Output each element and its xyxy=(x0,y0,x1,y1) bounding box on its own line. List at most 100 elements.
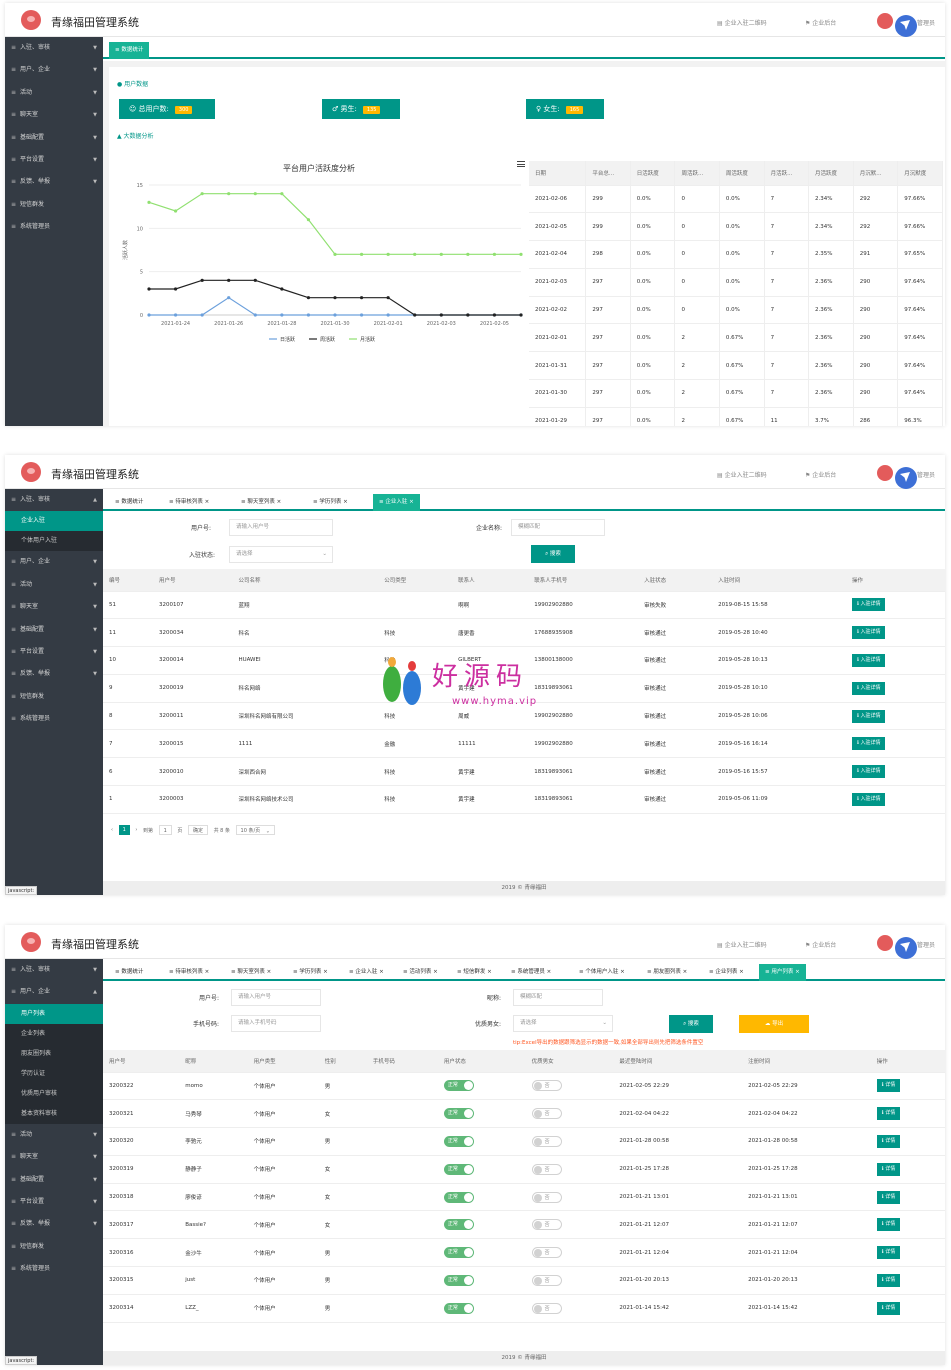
tab-item[interactable]: 个体用户入驻 × xyxy=(573,964,631,981)
sidebar-item[interactable]: 基础配置 ▼ xyxy=(5,127,103,149)
sidebar-item[interactable]: 短信群发 xyxy=(5,194,103,216)
page-input[interactable]: 1 xyxy=(158,825,172,835)
quality-toggle[interactable]: 否 xyxy=(531,1108,562,1120)
submenu-company-entry[interactable]: 企业入驻 xyxy=(5,511,103,532)
tab-item[interactable]: 数据统计 xyxy=(109,494,149,511)
tab-item[interactable]: 企业入驻 × xyxy=(343,964,390,981)
sidebar-item[interactable]: 平台设置 ▼ xyxy=(5,641,103,663)
company-input[interactable]: 模糊匹配 xyxy=(511,519,605,536)
detail-button[interactable]: ℹ 详情 xyxy=(876,1246,901,1260)
tab-item[interactable]: 待审核列表 × xyxy=(163,494,215,511)
detail-button[interactable]: ℹ 详情 xyxy=(876,1218,901,1232)
entry-detail-button[interactable]: ℹ 入驻详情 xyxy=(851,765,886,779)
submenu-item[interactable]: 学历认证 xyxy=(5,1063,103,1084)
tab-item[interactable]: 活动列表 × xyxy=(397,964,444,981)
detail-button[interactable]: ℹ 详情 xyxy=(876,1134,901,1148)
company-backend-link[interactable]: ⚑ 企业后台 xyxy=(805,20,837,27)
export-button[interactable]: ☁ 导出 xyxy=(739,1015,809,1033)
sidebar-item[interactable]: 活动 ▼ xyxy=(5,1124,103,1146)
sidebar-item-users[interactable]: 用户、企业▲ xyxy=(5,981,103,1003)
submenu-item[interactable]: 基本资料审核 xyxy=(5,1103,103,1124)
prev-icon[interactable]: ‹ xyxy=(111,827,113,833)
status-toggle[interactable]: 正常 xyxy=(443,1191,474,1203)
chart-menu-icon[interactable] xyxy=(517,161,525,167)
detail-button[interactable]: ℹ 详情 xyxy=(876,1301,901,1315)
quality-select[interactable]: 请选择 ⌄ xyxy=(513,1015,613,1032)
status-toggle[interactable]: 正常 xyxy=(443,1135,474,1147)
submenu-item[interactable]: 用户列表 xyxy=(5,1003,103,1024)
sidebar-item[interactable]: 系统管理员 xyxy=(5,216,103,238)
confirm-button[interactable]: 确定 xyxy=(187,825,208,835)
tab-item[interactable]: 系统管理员 × xyxy=(505,964,557,981)
sidebar-item[interactable]: 活动 ▼ xyxy=(5,574,103,596)
avatar[interactable] xyxy=(877,465,893,481)
tab-item[interactable]: 数据统计 xyxy=(109,964,149,981)
sidebar-item[interactable]: 反馈、举报 ▼ xyxy=(5,663,103,685)
submenu-item[interactable]: 优质用户审核 xyxy=(5,1083,103,1104)
qrcode-link[interactable]: ▤ 企业入驻二维码 xyxy=(717,20,767,27)
user-input[interactable]: 请输入用户号 xyxy=(231,989,321,1006)
detail-button[interactable]: ℹ 详情 xyxy=(876,1079,901,1093)
submenu-item[interactable]: 朋友圈列表 xyxy=(5,1043,103,1064)
submenu-item[interactable]: 企业列表 xyxy=(5,1023,103,1044)
sidebar-item[interactable]: 短信群发 xyxy=(5,1236,103,1258)
status-toggle[interactable]: 正常 xyxy=(443,1080,474,1092)
tab-item[interactable]: 学历列表 × xyxy=(287,964,334,981)
quality-toggle[interactable]: 否 xyxy=(531,1080,562,1092)
quality-toggle[interactable]: 否 xyxy=(531,1274,562,1286)
sidebar-item[interactable]: 基础配置 ▼ xyxy=(5,1169,103,1191)
sidebar-item-entry[interactable]: 入驻、审核▲ xyxy=(5,489,103,511)
page-current[interactable]: 1 xyxy=(118,825,130,835)
sidebar-item[interactable]: 反馈、举报 ▼ xyxy=(5,1213,103,1235)
quality-toggle[interactable]: 否 xyxy=(531,1219,562,1231)
sidebar-item-entry[interactable]: 入驻、审核▼ xyxy=(5,959,103,981)
tab-item[interactable]: 短信群发 × xyxy=(451,964,498,981)
next-icon[interactable]: › xyxy=(135,827,138,833)
sidebar-item[interactable]: 平台设置 ▼ xyxy=(5,1191,103,1213)
admin-label[interactable]: 管理员 xyxy=(917,472,936,479)
entry-detail-button[interactable]: ℹ 入驻详情 xyxy=(851,598,886,612)
tab-item[interactable]: 用户列表 × xyxy=(759,964,806,981)
sidebar-item[interactable]: 活动 ▼ xyxy=(5,82,103,104)
user-input[interactable]: 请输入用户号 xyxy=(229,519,333,536)
sidebar-item[interactable]: 系统管理员 xyxy=(5,708,103,730)
sidebar-item[interactable]: 聊天室 ▼ xyxy=(5,104,103,126)
quality-toggle[interactable]: 否 xyxy=(531,1191,562,1203)
entry-detail-button[interactable]: ℹ 入驻详情 xyxy=(851,681,886,695)
search-button[interactable]: ⌕ 搜索 xyxy=(531,545,575,563)
sidebar-item[interactable]: 反馈、举报 ▼ xyxy=(5,171,103,193)
company-backend-link[interactable]: ⚑ 企业后台 xyxy=(805,472,837,479)
qrcode-link[interactable]: ▤ 企业入驻二维码 xyxy=(717,942,767,949)
sidebar-item[interactable]: 用户、企业 ▼ xyxy=(5,551,103,573)
sidebar-item[interactable]: 平台设置 ▼ xyxy=(5,149,103,171)
entry-detail-button[interactable]: ℹ 入驻详情 xyxy=(851,792,886,806)
detail-button[interactable]: ℹ 详情 xyxy=(876,1107,901,1121)
tab-item[interactable]: 企业入驻 × xyxy=(373,494,420,511)
sidebar-item[interactable]: 用户、企业 ▼ xyxy=(5,59,103,81)
sidebar-item[interactable]: 聊天室 ▼ xyxy=(5,1146,103,1168)
tab-item[interactable]: 聊天室列表 × xyxy=(225,964,277,981)
avatar[interactable] xyxy=(877,13,893,29)
tab-item[interactable]: 待审核列表 × xyxy=(163,964,215,981)
avatar[interactable] xyxy=(877,935,893,951)
tab-item[interactable]: 企业列表 × xyxy=(703,964,750,981)
tab-item[interactable]: 学历列表 × xyxy=(307,494,354,511)
status-toggle[interactable]: 正常 xyxy=(443,1247,474,1259)
detail-button[interactable]: ℹ 详情 xyxy=(876,1162,901,1176)
detail-button[interactable]: ℹ 详情 xyxy=(876,1273,901,1287)
admin-label[interactable]: 管理员 xyxy=(917,20,936,27)
tab-item[interactable]: 聊天室列表 × xyxy=(235,494,287,511)
entry-detail-button[interactable]: ℹ 入驻详情 xyxy=(851,653,886,667)
nick-input[interactable]: 模糊匹配 xyxy=(513,989,603,1006)
detail-button[interactable]: ℹ 详情 xyxy=(876,1190,901,1204)
status-toggle[interactable]: 正常 xyxy=(443,1219,474,1231)
phone-input[interactable]: 请输入手机号码 xyxy=(231,1015,321,1032)
company-backend-link[interactable]: ⚑ 企业后台 xyxy=(805,942,837,949)
status-toggle[interactable]: 正常 xyxy=(443,1274,474,1286)
entry-detail-button[interactable]: ℹ 入驻详情 xyxy=(851,626,886,640)
sidebar-item[interactable]: 入驻、审核 ▼ xyxy=(5,37,103,59)
tab-data-stats[interactable]: 数据统计 xyxy=(109,42,150,59)
status-toggle[interactable]: 正常 xyxy=(443,1302,474,1314)
status-toggle[interactable]: 正常 xyxy=(443,1108,474,1120)
per-page-select[interactable]: 10 条/页 ⌄ xyxy=(235,825,275,835)
